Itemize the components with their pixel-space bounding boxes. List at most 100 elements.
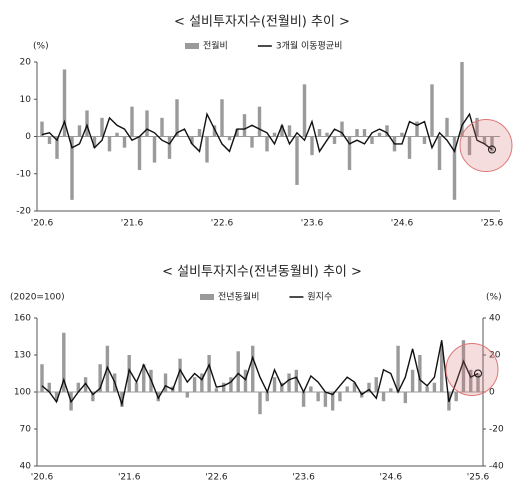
y-axis-label: (%) [33, 42, 49, 52]
bar [47, 136, 52, 144]
bar [221, 382, 226, 392]
bar [62, 69, 67, 137]
bar [98, 364, 102, 392]
bar [352, 382, 357, 392]
bar [469, 369, 473, 392]
bar [265, 392, 269, 402]
bar [107, 136, 112, 152]
bar [460, 62, 464, 137]
bar [294, 369, 299, 392]
bar [235, 129, 239, 137]
x-tick-label: '21.6 [121, 219, 144, 229]
y-axis-label: (2020=100) [10, 293, 65, 303]
y-tick-label: 130 [14, 351, 31, 361]
bar [163, 373, 168, 392]
bar [287, 125, 292, 137]
bar [490, 136, 494, 152]
bar [407, 136, 412, 159]
bar [425, 386, 429, 392]
bar [377, 132, 382, 137]
x-tick-label: '25.6 [481, 219, 504, 229]
bar [280, 382, 284, 392]
bar [130, 106, 134, 137]
bar [415, 121, 419, 137]
y2-tick-label: -20 [489, 425, 504, 435]
bar [205, 136, 209, 163]
legend-label: 원지수 [307, 292, 332, 303]
bar [242, 114, 247, 137]
bar [257, 106, 262, 137]
bar [422, 136, 427, 144]
bar [236, 351, 240, 392]
bar [302, 84, 307, 137]
x-tick-label: '20.6 [31, 473, 54, 483]
bar [115, 132, 119, 137]
bar [476, 373, 480, 392]
bar [54, 392, 59, 402]
bar [280, 125, 284, 137]
bar [482, 136, 487, 144]
bar [55, 136, 59, 159]
bar [445, 117, 449, 137]
y-tick-label: 160 [14, 314, 31, 324]
bar [317, 129, 322, 137]
bar [91, 392, 95, 402]
bar [330, 392, 335, 411]
bar [272, 132, 277, 137]
bar [362, 129, 367, 137]
bar [287, 373, 291, 392]
bar [145, 110, 149, 137]
bar [258, 392, 262, 415]
bar [227, 136, 232, 141]
legend-swatch [185, 43, 199, 49]
bar [214, 388, 219, 392]
x-tick-label: '21.6 [118, 473, 141, 483]
bar [265, 136, 269, 152]
bar [467, 136, 472, 156]
bar [77, 125, 82, 137]
chart-title: < 설비투자지수(전월비) 추이 > [174, 15, 350, 30]
bar [76, 382, 81, 392]
bar [432, 382, 437, 392]
bar [325, 132, 329, 137]
bar [122, 136, 127, 148]
bar [251, 345, 255, 392]
bar [403, 392, 408, 404]
bar [316, 392, 320, 402]
bar [370, 136, 374, 144]
bar [229, 377, 233, 392]
bar [160, 117, 164, 137]
bar [243, 369, 248, 392]
bar [332, 136, 337, 144]
bar [92, 136, 97, 148]
bar [367, 382, 371, 392]
bar [167, 136, 172, 159]
bar [185, 392, 190, 398]
legend-label: 전월비 [203, 40, 228, 52]
bar [250, 136, 254, 148]
bar [439, 345, 444, 392]
y-tick-label: -10 [16, 169, 31, 179]
x-tick-label: '22.6 [211, 219, 234, 229]
bar [374, 377, 378, 392]
bar [120, 392, 124, 407]
y-tick-label: 20 [20, 58, 32, 68]
bar [396, 345, 400, 392]
bar [200, 373, 204, 392]
bar [475, 117, 479, 137]
y2-tick-label: 20 [489, 351, 501, 361]
y2-axis-label: (%) [486, 293, 502, 303]
x-tick-label: '25.6 [467, 473, 490, 483]
bar [389, 388, 393, 392]
bar [142, 364, 146, 392]
y2-tick-label: 40 [489, 314, 501, 324]
bar [461, 340, 466, 392]
bar [323, 392, 328, 407]
bar [430, 84, 434, 137]
x-tick-label: '24.6 [391, 219, 414, 229]
bar [212, 125, 217, 137]
y-tick-label: -20 [16, 207, 31, 217]
chart-title: < 설비투자지수(전년동월비) 추이 > [162, 265, 362, 280]
bar [178, 358, 182, 392]
